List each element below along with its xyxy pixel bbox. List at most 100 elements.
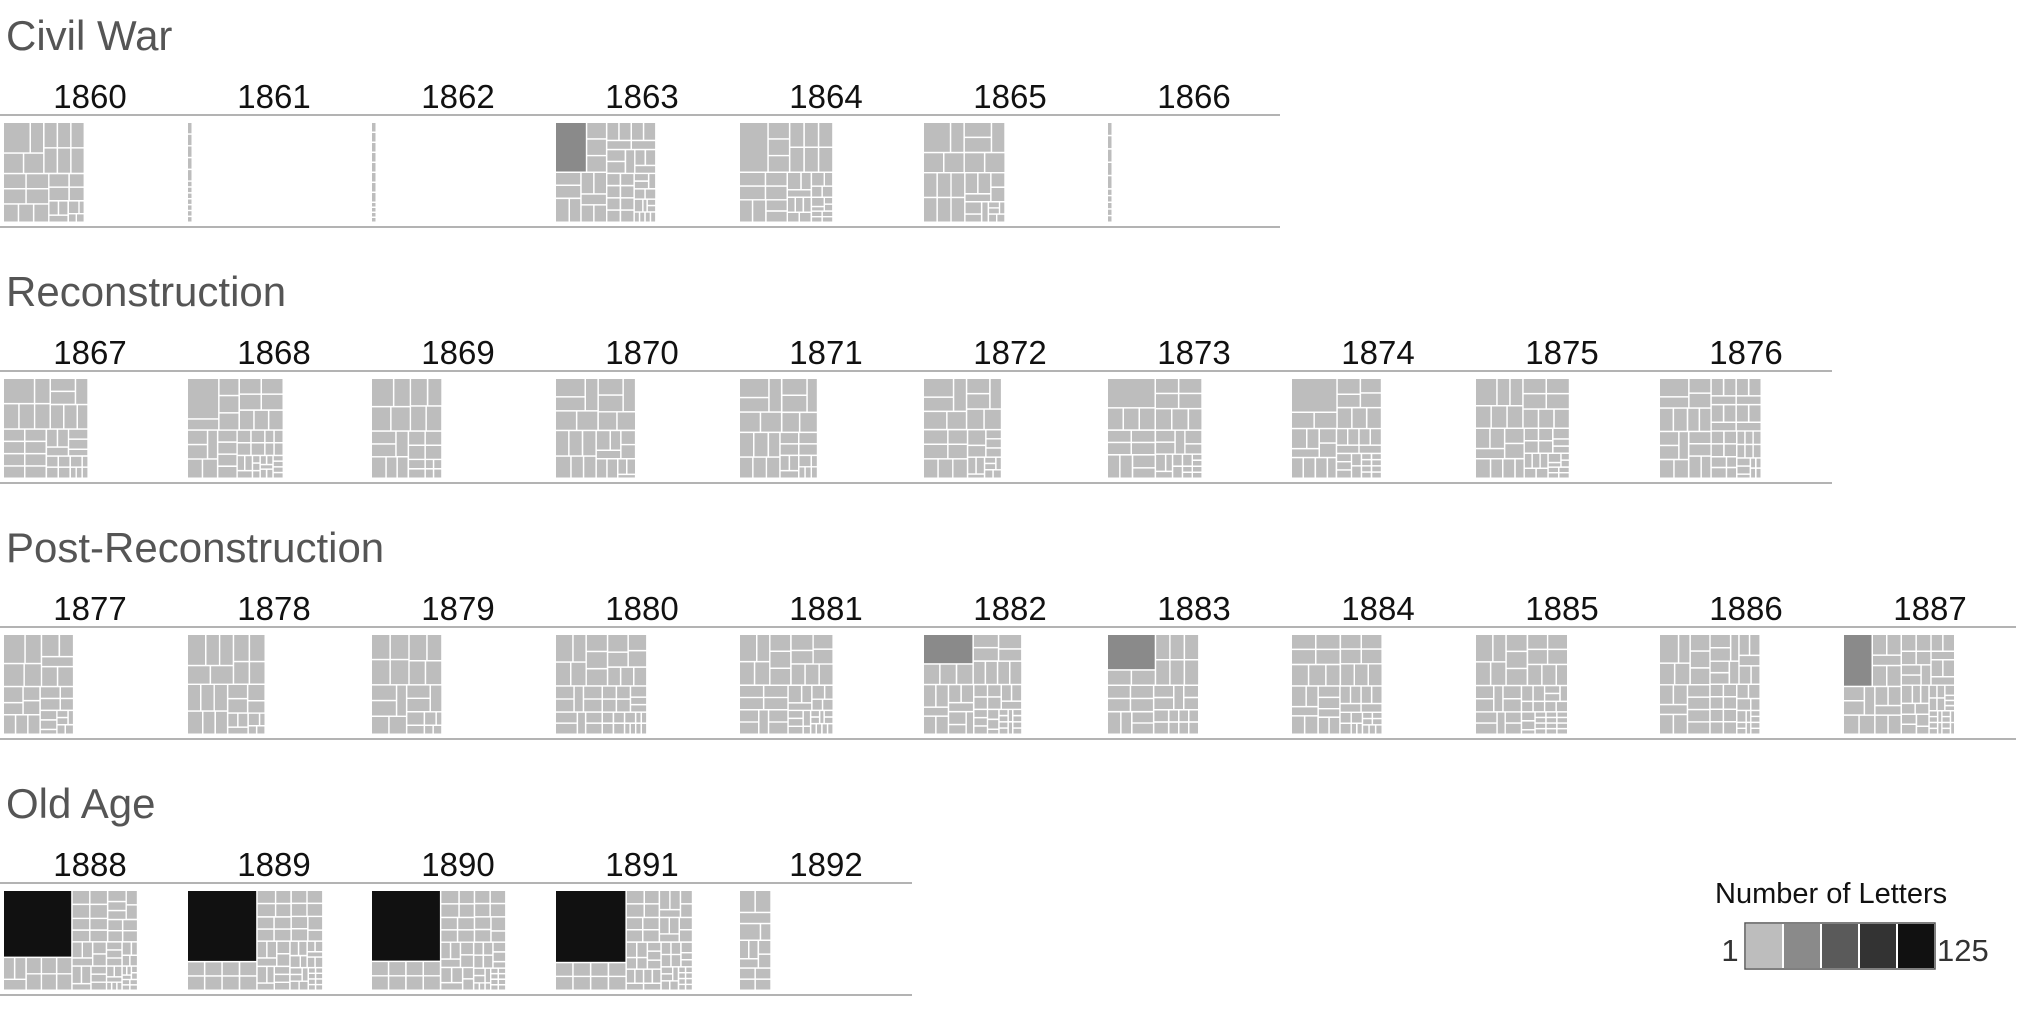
letter-cell: [788, 686, 801, 703]
letter-cell: [1372, 686, 1382, 703]
letter-cell: [788, 727, 803, 734]
letter-cell: [967, 379, 990, 393]
letter-cell: [42, 635, 59, 656]
letter-cell: [411, 379, 427, 406]
letter-cell: [965, 173, 978, 193]
letter-cell: [681, 953, 692, 959]
letter-cell: [23, 701, 40, 714]
letter-cell: [406, 976, 423, 990]
letter-cell: [1938, 723, 1942, 734]
letter-cell: [603, 712, 613, 723]
letter-cell: [583, 431, 596, 456]
letter-cell: [626, 930, 642, 942]
letter-cell: [219, 379, 239, 395]
letter-cell: [584, 699, 602, 712]
letter-cell: [115, 966, 122, 977]
letter-cell: [475, 930, 491, 942]
letter-cell: [1539, 409, 1554, 428]
letter-cell: [999, 710, 1008, 715]
period-group: Post-Reconstruction 1877 1878 1879 1880 1881 1…: [0, 524, 2016, 740]
letter-cell: [251, 430, 265, 442]
letter-cell: [584, 686, 602, 699]
letter-cell: [788, 198, 795, 212]
letter-cell: [108, 902, 126, 910]
letter-cell: [4, 466, 24, 478]
letter-cell: [1108, 455, 1120, 478]
year-treemap: [924, 123, 1005, 222]
letter-cell: [1184, 698, 1198, 709]
letter-cell: [791, 651, 813, 664]
letter-cell: [1156, 454, 1165, 471]
letter-cell: [40, 687, 60, 698]
letter-cell: [1363, 713, 1372, 718]
letter-cell: [451, 942, 460, 959]
letter-cell: [782, 396, 807, 412]
letter-cell: [25, 635, 41, 663]
letter-cell: [556, 397, 585, 411]
letter-cell: [1749, 685, 1760, 698]
letter-cell: [211, 666, 233, 684]
letter-cell: [1108, 635, 1155, 670]
letter-cell: [614, 712, 624, 723]
letter-cell: [1660, 705, 1687, 714]
letter-cell: [790, 148, 804, 172]
letter-cell: [812, 456, 817, 467]
letter-cell: [1902, 725, 1916, 734]
letter-cell: [607, 459, 617, 478]
letter-cell: [262, 379, 283, 394]
letter-cell: [1688, 710, 1710, 722]
letter-cell: [770, 635, 791, 651]
letter-cell: [188, 134, 192, 146]
letter-cell: [768, 139, 789, 155]
letter-cell: [1361, 686, 1371, 703]
letter-cell: [1133, 468, 1155, 478]
letter-cell: [607, 174, 620, 185]
letter-cell: [556, 712, 577, 723]
letter-cell: [1108, 686, 1130, 698]
letter-cell: [1660, 635, 1678, 663]
letter-cell: [1002, 701, 1022, 709]
letter-cell: [1560, 686, 1567, 701]
letter-cell: [372, 962, 388, 976]
letter-cell: [957, 664, 973, 684]
letter-cell: [441, 891, 459, 904]
letter-cell: [936, 716, 948, 734]
letter-cell: [1362, 649, 1382, 664]
letter-cell: [556, 686, 574, 699]
year-label: 1890: [421, 846, 494, 883]
letter-cell: [686, 973, 692, 978]
letter-cell: [1362, 472, 1371, 478]
letter-cell: [1751, 699, 1760, 710]
letter-cell: [407, 699, 430, 711]
letter-cell: [218, 430, 237, 442]
letter-cell: [626, 942, 636, 957]
letter-cell: [237, 443, 251, 455]
letter-cell: [72, 905, 90, 918]
letter-cell: [57, 958, 72, 974]
letter-cell: [587, 156, 606, 172]
letter-cell: [474, 955, 483, 968]
letter-cell: [813, 649, 833, 664]
year-treemap: [1108, 379, 1202, 478]
letter-cell: [1132, 670, 1155, 685]
letter-cell: [967, 409, 984, 429]
letter-cell: [1674, 460, 1688, 478]
letter-cell: [1557, 718, 1567, 723]
letter-cell: [759, 941, 771, 954]
letter-cell: [372, 701, 396, 716]
letter-cell: [938, 459, 953, 478]
letter-cell: [1108, 189, 1112, 195]
letter-cell: [1505, 723, 1521, 734]
year-treemap: [924, 379, 1001, 478]
letter-cell: [291, 904, 307, 916]
letter-cell: [1002, 685, 1011, 701]
letter-cell: [661, 974, 672, 981]
letter-cell: [755, 662, 770, 685]
letter-cell: [632, 141, 656, 149]
letter-cell: [1746, 723, 1751, 734]
letter-cell: [4, 153, 23, 173]
letter-cell: [634, 199, 643, 212]
letter-cell: [23, 687, 40, 700]
letter-cell: [4, 123, 30, 153]
letter-cell: [1724, 722, 1736, 734]
